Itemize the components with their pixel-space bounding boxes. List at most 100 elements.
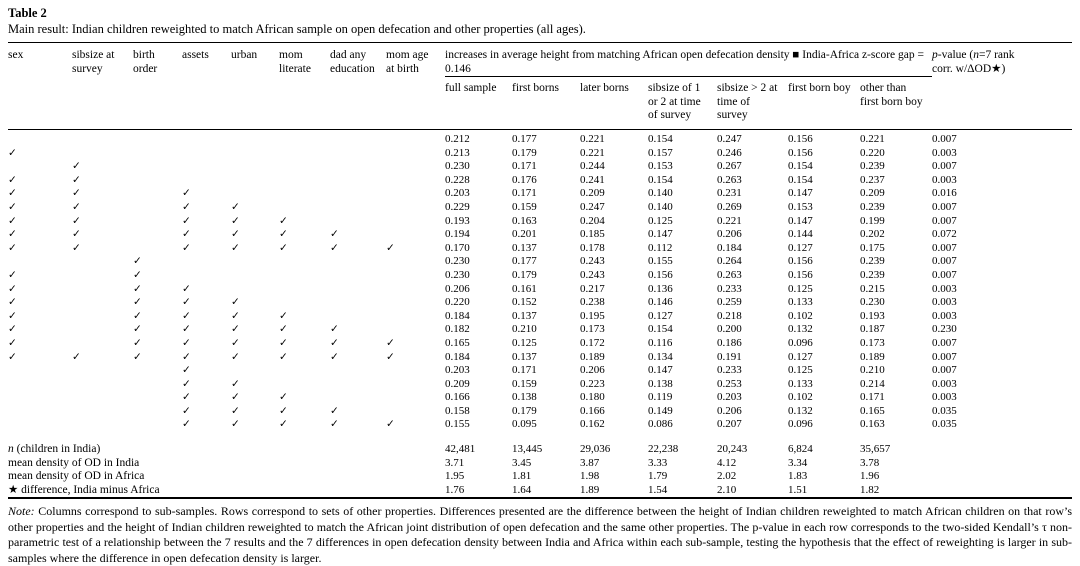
value-cell: 0.206 [445, 282, 470, 295]
checkmark: ✓ [279, 392, 288, 404]
value-cell: 0.162 [580, 418, 605, 431]
value-cell: 0.125 [788, 364, 813, 377]
checkmark: ✓ [182, 229, 191, 241]
value-cell: 0.156 [788, 255, 813, 268]
text-part: (children in India) [13, 443, 101, 456]
checkmark: ✓ [330, 337, 339, 349]
check-cell-empty [231, 283, 279, 297]
summary-row: ★ difference, India minus Africa 1.76 1.64… [8, 484, 1072, 499]
checkmark: ✓ [279, 351, 288, 363]
checkmark: ✓ [133, 256, 142, 268]
p-value-cell: 0.035 [932, 404, 957, 417]
checkmark: ✓ [8, 201, 17, 213]
checkmark: ✓ [182, 337, 191, 349]
value-cell: 0.173 [860, 336, 885, 349]
check-cell-empty [72, 147, 133, 161]
value-cell: 0.165 [445, 336, 470, 349]
value-cell: 0.140 [648, 187, 673, 200]
check-cell-empty [72, 323, 133, 337]
value-cell: 0.095 [512, 418, 537, 431]
check-cell-empty [133, 130, 182, 147]
checkmark: ✓ [231, 392, 240, 404]
value-cell: 0.264 [717, 255, 742, 268]
check-cell-empty [182, 269, 231, 283]
check-cell-empty [279, 269, 330, 283]
checkmark: ✓ [279, 215, 288, 227]
value-cell: 0.154 [648, 323, 673, 336]
table-row: 0.212 0.177 0.221 0.154 0.247 0.156 0.221 0.007 [8, 130, 1072, 147]
check-cell-empty [133, 364, 182, 378]
checkmark: ✓ [182, 419, 191, 431]
summary-value-cell: 29,036 [580, 443, 611, 456]
value-cell: 0.247 [717, 133, 742, 145]
check-cell-empty [386, 147, 445, 161]
checkmark: ✓ [231, 405, 240, 417]
value-cell: 0.229 [445, 200, 470, 213]
value-cell: 0.156 [788, 268, 813, 281]
summary-value-cell: 1.79 [648, 470, 668, 483]
check-cell-empty [330, 283, 386, 297]
value-cell: 0.269 [717, 200, 742, 213]
value-cell: 0.149 [648, 404, 673, 417]
summary-value-cell: 35,657 [860, 443, 891, 456]
value-cell: 0.159 [512, 200, 537, 213]
value-cell: 0.221 [717, 214, 742, 227]
value-cell: 0.147 [788, 214, 813, 227]
summary-value-cell: 1.82 [860, 483, 880, 496]
note-body: Columns correspond to sub-samples. Rows … [8, 504, 1072, 565]
table-row: ✓ 0.230 0.177 0.243 0.155 0.264 0.156 0.239 0.00… [8, 255, 1072, 269]
value-cell: 0.166 [580, 404, 605, 417]
checkmark: ✓ [72, 174, 81, 186]
table-row: ✓ 0.213 0.179 0.221 0.157 0.246 0.156 0.220 0.00… [8, 147, 1072, 161]
value-cell: 0.154 [788, 173, 813, 186]
summary-value-cell: 1.51 [788, 483, 808, 496]
value-cell: 0.177 [512, 133, 537, 145]
checkmark: ✓ [386, 351, 395, 363]
value-cell: 0.233 [717, 364, 742, 377]
checkmark: ✓ [279, 324, 288, 336]
table-label: Table 2 [8, 6, 47, 20]
checkmark: ✓ [182, 297, 191, 309]
check-cell-empty [72, 405, 133, 419]
value-cell: 0.201 [512, 228, 537, 241]
checkmark: ✓ [182, 188, 191, 200]
value-cell: 0.238 [580, 296, 605, 309]
p-value-cell: 0.003 [932, 282, 957, 295]
spacer-cell [8, 432, 1072, 443]
subsample-column-header: first borns [512, 82, 559, 94]
value-cell: 0.127 [788, 350, 813, 363]
p-value-cell [932, 470, 1072, 484]
check-cell-empty [8, 391, 72, 405]
check-cell-empty [386, 296, 445, 310]
summary-value-cell: 1.96 [860, 470, 880, 483]
table-row: ✓ ✓ ✓ ✓ ✓ 0.155 0.095 0.162 0.086 0.207 0.096 0.163… [8, 418, 1072, 432]
check-cell-empty [133, 228, 182, 242]
value-cell: 0.147 [648, 228, 673, 241]
check-cell-empty [231, 269, 279, 283]
value-cell: 0.189 [580, 350, 605, 363]
value-cell: 0.133 [788, 296, 813, 309]
text-part: -value ( [937, 49, 974, 61]
value-cell: 0.239 [860, 200, 885, 213]
checkmark: ✓ [279, 242, 288, 254]
value-cell: 0.220 [860, 146, 885, 159]
header-row-top: sex sibsize at survey birth order assets urb… [8, 42, 1072, 77]
checkmark: ✓ [72, 161, 81, 173]
p-value-cell [932, 484, 1072, 499]
p-value-cell: 0.007 [932, 268, 957, 281]
check-cell-empty [330, 391, 386, 405]
check-cell-empty [133, 418, 182, 432]
value-cell: 0.153 [648, 160, 673, 173]
check-cell-empty [133, 147, 182, 161]
checkmark: ✓ [231, 229, 240, 241]
check-cell-empty [8, 378, 72, 392]
value-cell: 0.179 [512, 404, 537, 417]
check-cell-empty [182, 130, 231, 147]
check-cell-empty [279, 378, 330, 392]
checkmark: ✓ [231, 310, 240, 322]
checkmark: ✓ [182, 392, 191, 404]
check-cell-empty [72, 130, 133, 147]
checkmark: ✓ [279, 229, 288, 241]
check-cell-empty [386, 283, 445, 297]
checkmark: ✓ [231, 378, 240, 390]
